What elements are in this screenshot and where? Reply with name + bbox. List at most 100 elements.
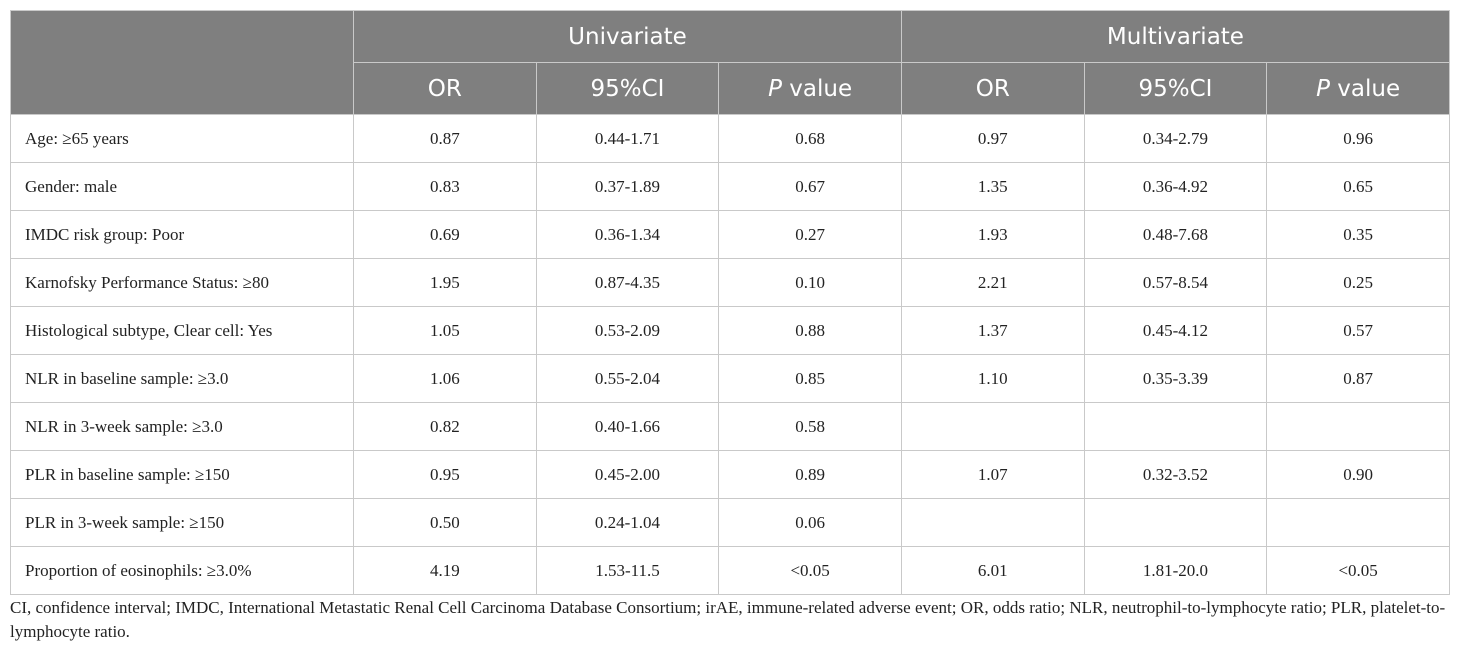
table-row: PLR in baseline sample: ≥150 0.95 0.45-2… (10, 450, 1450, 499)
table-row: PLR in 3-week sample: ≥150 0.50 0.24-1.0… (10, 498, 1450, 547)
cell-multi-ci: 1.81-20.0 (1083, 546, 1268, 595)
sub-header-italic: P (768, 75, 782, 102)
cell-uni-ci: 0.44-1.71 (535, 114, 720, 163)
cell-uni-or: 0.87 (353, 114, 537, 163)
cell-multi-or: 6.01 (900, 546, 1085, 595)
cell-multi-or (900, 402, 1085, 451)
header-blank-cell (10, 10, 354, 115)
cell-uni-p: 0.58 (718, 402, 902, 451)
row-label: NLR in baseline sample: ≥3.0 (10, 354, 354, 403)
table-body: Age: ≥65 years 0.87 0.44-1.71 0.68 0.97 … (10, 114, 1450, 595)
cell-uni-or: 0.69 (353, 210, 537, 259)
cell-uni-ci: 0.45-2.00 (535, 450, 720, 499)
cell-uni-p: 0.68 (718, 114, 902, 163)
cell-multi-p: 0.87 (1266, 354, 1450, 403)
cell-uni-ci: 0.36-1.34 (535, 210, 720, 259)
cell-multi-or: 1.07 (900, 450, 1085, 499)
table-row: Age: ≥65 years 0.87 0.44-1.71 0.68 0.97 … (10, 114, 1450, 163)
table-row: Histological subtype, Clear cell: Yes 1.… (10, 306, 1450, 355)
row-label: PLR in baseline sample: ≥150 (10, 450, 354, 499)
cell-uni-or: 1.06 (353, 354, 537, 403)
sub-header-text: OR (427, 75, 462, 102)
cell-uni-p: <0.05 (718, 546, 902, 595)
cell-multi-ci: 0.35-3.39 (1083, 354, 1268, 403)
sub-header-ci: 95%CI (1083, 62, 1268, 115)
cell-uni-or: 0.50 (353, 498, 537, 547)
row-label: Histological subtype, Clear cell: Yes (10, 306, 354, 355)
table-container: Univariate Multivariate OR 95%CI P value… (10, 10, 1450, 595)
cell-uni-or: 1.95 (353, 258, 537, 307)
sub-header-ci: 95%CI (535, 62, 720, 115)
row-label: Proportion of eosinophils: ≥3.0% (10, 546, 354, 595)
cell-uni-ci: 0.87-4.35 (535, 258, 720, 307)
regression-table: Univariate Multivariate OR 95%CI P value… (10, 10, 1450, 595)
cell-uni-or: 0.95 (353, 450, 537, 499)
cell-multi-or (900, 498, 1085, 547)
cell-uni-ci: 0.24-1.04 (535, 498, 720, 547)
row-label: IMDC risk group: Poor (10, 210, 354, 259)
cell-multi-ci: 0.57-8.54 (1083, 258, 1268, 307)
row-label: Age: ≥65 years (10, 114, 354, 163)
cell-multi-or: 1.35 (900, 162, 1085, 211)
sub-header-text: 95%CI (1138, 75, 1213, 102)
sub-header-text: 95%CI (590, 75, 665, 102)
sub-header-italic: P (1316, 75, 1330, 102)
cell-uni-p: 0.27 (718, 210, 902, 259)
sub-header-text: OR (975, 75, 1010, 102)
cell-uni-ci: 1.53-11.5 (535, 546, 720, 595)
table-row: Gender: male 0.83 0.37-1.89 0.67 1.35 0.… (10, 162, 1450, 211)
cell-multi-p: <0.05 (1266, 546, 1450, 595)
cell-multi-ci (1083, 402, 1268, 451)
table-row: IMDC risk group: Poor 0.69 0.36-1.34 0.2… (10, 210, 1450, 259)
cell-uni-p: 0.10 (718, 258, 902, 307)
row-label: Gender: male (10, 162, 354, 211)
table-row: Karnofsky Performance Status: ≥80 1.95 0… (10, 258, 1450, 307)
table-row: Proportion of eosinophils: ≥3.0% 4.19 1.… (10, 546, 1450, 595)
cell-uni-ci: 0.37-1.89 (535, 162, 720, 211)
cell-uni-p: 0.06 (718, 498, 902, 547)
table-header: Univariate Multivariate OR 95%CI P value… (10, 10, 1450, 115)
cell-uni-p: 0.88 (718, 306, 902, 355)
table-row: NLR in baseline sample: ≥3.0 1.06 0.55-2… (10, 354, 1450, 403)
cell-multi-p: 0.96 (1266, 114, 1450, 163)
cell-multi-or: 1.93 (900, 210, 1085, 259)
cell-uni-p: 0.85 (718, 354, 902, 403)
cell-uni-ci: 0.53-2.09 (535, 306, 720, 355)
sub-header-p-value: P value (718, 62, 902, 115)
cell-multi-ci: 0.45-4.12 (1083, 306, 1268, 355)
cell-uni-p: 0.67 (718, 162, 902, 211)
cell-multi-ci: 0.48-7.68 (1083, 210, 1268, 259)
sub-header-p-value: P value (1266, 62, 1450, 115)
cell-multi-ci: 0.34-2.79 (1083, 114, 1268, 163)
cell-uni-p: 0.89 (718, 450, 902, 499)
cell-multi-p (1266, 498, 1450, 547)
cell-multi-p (1266, 402, 1450, 451)
cell-uni-ci: 0.40-1.66 (535, 402, 720, 451)
cell-multi-or: 0.97 (900, 114, 1085, 163)
row-label: NLR in 3-week sample: ≥3.0 (10, 402, 354, 451)
cell-multi-p: 0.25 (1266, 258, 1450, 307)
cell-multi-or: 1.37 (900, 306, 1085, 355)
cell-uni-or: 0.83 (353, 162, 537, 211)
row-label: Karnofsky Performance Status: ≥80 (10, 258, 354, 307)
cell-uni-or: 4.19 (353, 546, 537, 595)
group-header-multivariate: Multivariate (900, 10, 1450, 63)
group-header-row: Univariate Multivariate (10, 10, 1450, 115)
table-footnote: CI, confidence interval; IMDC, Internati… (10, 598, 1446, 641)
sub-header-text: value (782, 75, 853, 102)
cell-multi-ci: 0.32-3.52 (1083, 450, 1268, 499)
cell-multi-p: 0.57 (1266, 306, 1450, 355)
cell-multi-or: 2.21 (900, 258, 1085, 307)
sub-header-or: OR (900, 62, 1085, 115)
cell-multi-or: 1.10 (900, 354, 1085, 403)
cell-multi-p: 0.90 (1266, 450, 1450, 499)
cell-uni-or: 1.05 (353, 306, 537, 355)
row-label: PLR in 3-week sample: ≥150 (10, 498, 354, 547)
sub-header-or: OR (353, 62, 537, 115)
sub-header-text: value (1329, 75, 1401, 102)
cell-multi-p: 0.35 (1266, 210, 1450, 259)
cell-uni-ci: 0.55-2.04 (535, 354, 720, 403)
group-header-univariate: Univariate (353, 10, 902, 63)
cell-multi-p: 0.65 (1266, 162, 1450, 211)
cell-uni-or: 0.82 (353, 402, 537, 451)
